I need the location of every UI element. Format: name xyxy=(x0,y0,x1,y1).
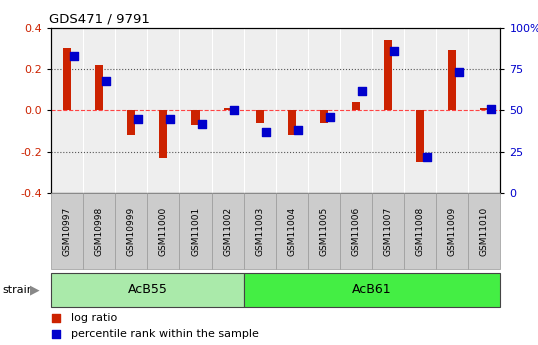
Point xyxy=(486,106,495,111)
Bar xyxy=(448,50,456,110)
Text: GSM10999: GSM10999 xyxy=(127,207,136,256)
Text: GSM11009: GSM11009 xyxy=(448,207,457,256)
Bar xyxy=(308,193,340,269)
Text: AcB61: AcB61 xyxy=(352,283,392,296)
Text: GSM11005: GSM11005 xyxy=(320,207,328,256)
Bar xyxy=(288,110,296,135)
Text: GSM11008: GSM11008 xyxy=(416,207,424,256)
Bar xyxy=(244,273,500,307)
Bar xyxy=(244,193,275,269)
Bar xyxy=(159,110,167,158)
Text: AcB55: AcB55 xyxy=(128,283,167,296)
Text: GSM10998: GSM10998 xyxy=(95,207,104,256)
Bar xyxy=(320,110,328,123)
Text: ▶: ▶ xyxy=(30,283,39,296)
Bar xyxy=(340,193,372,269)
Text: GSM11000: GSM11000 xyxy=(159,207,168,256)
Bar xyxy=(95,65,103,110)
Text: GSM11002: GSM11002 xyxy=(223,207,232,256)
Point xyxy=(262,129,271,135)
Bar xyxy=(51,193,83,269)
Bar xyxy=(468,193,500,269)
Point xyxy=(51,315,60,321)
Point xyxy=(69,53,78,59)
Text: GDS471 / 9791: GDS471 / 9791 xyxy=(49,12,150,25)
Point xyxy=(101,78,110,83)
Point xyxy=(326,114,335,120)
Bar xyxy=(128,110,136,135)
Point xyxy=(51,331,60,337)
Point xyxy=(358,88,367,93)
Bar xyxy=(51,273,244,307)
Bar xyxy=(211,193,244,269)
Text: percentile rank within the sample: percentile rank within the sample xyxy=(72,329,259,339)
Text: GSM11006: GSM11006 xyxy=(351,207,360,256)
Point xyxy=(230,108,238,113)
Point xyxy=(166,116,174,121)
Bar xyxy=(63,48,71,110)
Point xyxy=(390,48,399,53)
Bar xyxy=(224,108,231,110)
Text: GSM11003: GSM11003 xyxy=(255,207,264,256)
Text: GSM11010: GSM11010 xyxy=(480,207,489,256)
Text: GSM10997: GSM10997 xyxy=(62,207,72,256)
Bar xyxy=(83,193,115,269)
Bar xyxy=(192,110,200,125)
Bar xyxy=(372,193,404,269)
Bar xyxy=(115,193,147,269)
Point xyxy=(133,116,142,121)
Bar xyxy=(384,40,392,110)
Text: GSM11001: GSM11001 xyxy=(191,207,200,256)
Bar xyxy=(480,108,489,110)
Point xyxy=(422,154,431,159)
Text: log ratio: log ratio xyxy=(72,313,118,323)
Bar xyxy=(147,193,180,269)
Bar xyxy=(436,193,468,269)
Point xyxy=(294,128,302,133)
Bar xyxy=(180,193,211,269)
Text: GSM11004: GSM11004 xyxy=(287,207,296,256)
Bar xyxy=(256,110,264,123)
Bar xyxy=(416,110,424,162)
Bar xyxy=(275,193,308,269)
Point xyxy=(197,121,206,126)
Bar xyxy=(404,193,436,269)
Text: strain: strain xyxy=(3,285,34,295)
Text: GSM11007: GSM11007 xyxy=(384,207,393,256)
Point xyxy=(454,70,463,75)
Bar xyxy=(352,102,360,110)
